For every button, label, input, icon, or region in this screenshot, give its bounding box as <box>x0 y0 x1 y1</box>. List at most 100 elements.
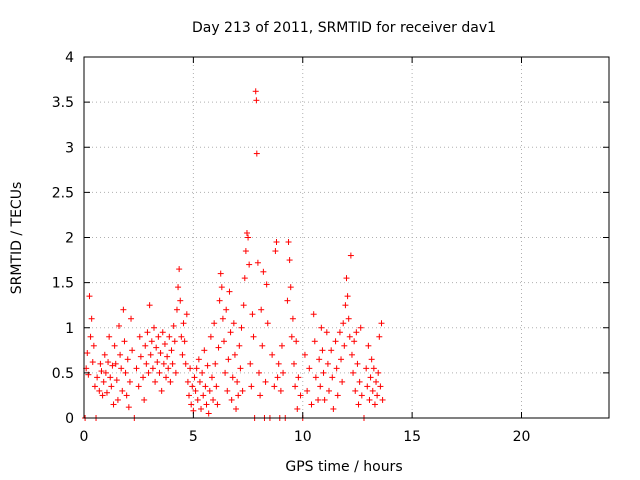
data-point <box>148 338 155 345</box>
data-point <box>333 365 340 372</box>
data-point <box>373 378 380 385</box>
data-point <box>236 342 243 349</box>
y-tick-label: 2.5 <box>52 185 74 201</box>
data-point <box>297 392 304 399</box>
data-point <box>141 396 148 403</box>
data-point <box>196 378 203 385</box>
data-point <box>239 387 246 394</box>
points-layer <box>82 88 386 421</box>
data-point <box>125 404 132 411</box>
data-point <box>247 360 254 367</box>
data-point <box>357 324 364 331</box>
data-point <box>156 369 163 376</box>
data-point <box>278 342 285 349</box>
data-point <box>160 360 167 367</box>
data-point <box>212 360 219 367</box>
data-point <box>133 365 140 372</box>
data-point <box>198 405 205 412</box>
data-point <box>234 378 241 385</box>
data-point <box>323 329 330 336</box>
data-point <box>378 320 385 327</box>
x-tick-label: 15 <box>403 429 421 445</box>
data-point <box>353 329 360 336</box>
x-tick-label: 0 <box>80 429 89 445</box>
data-point <box>339 378 346 385</box>
data-point <box>155 333 162 340</box>
data-point <box>120 306 127 313</box>
data-point <box>222 369 229 376</box>
data-point <box>254 259 261 266</box>
data-point <box>350 369 357 376</box>
data-point <box>354 360 361 367</box>
data-point <box>274 374 281 381</box>
data-point <box>176 266 183 273</box>
data-point <box>345 315 352 322</box>
y-tick-label: 1.5 <box>52 276 74 292</box>
data-point <box>301 351 308 358</box>
data-point <box>223 306 230 313</box>
data-point <box>249 311 256 318</box>
data-point <box>119 387 126 394</box>
data-point <box>315 396 322 403</box>
data-point <box>195 356 202 363</box>
data-point <box>344 293 351 300</box>
data-point <box>285 239 292 246</box>
data-point <box>326 387 332 394</box>
data-point <box>140 374 147 381</box>
data-point <box>240 302 247 309</box>
data-point <box>161 340 168 347</box>
data-point <box>113 377 120 384</box>
data-point <box>182 360 189 367</box>
data-point <box>101 351 108 358</box>
data-point <box>106 333 113 340</box>
data-point <box>152 378 159 385</box>
data-point <box>215 344 222 351</box>
data-point <box>158 387 165 394</box>
data-point <box>170 322 177 329</box>
data-point <box>142 342 149 349</box>
x-tick-label: 5 <box>189 429 198 445</box>
data-point <box>231 351 238 358</box>
data-point <box>260 268 267 275</box>
data-point <box>107 374 114 381</box>
data-point <box>273 239 280 246</box>
data-point <box>86 293 93 300</box>
data-point <box>164 353 171 360</box>
data-point <box>112 360 119 367</box>
data-point <box>257 392 264 399</box>
data-point <box>194 396 201 403</box>
data-point <box>200 392 207 399</box>
data-point <box>151 324 157 331</box>
data-point <box>206 387 213 394</box>
data-point <box>172 369 179 376</box>
data-point <box>109 362 116 369</box>
data-point <box>367 374 374 381</box>
grid-lines <box>84 57 609 418</box>
data-point <box>91 383 98 390</box>
data-point <box>269 351 276 358</box>
data-point <box>210 396 217 403</box>
data-point <box>203 401 210 408</box>
data-point <box>294 405 301 412</box>
data-point <box>230 320 237 327</box>
data-point <box>374 392 381 399</box>
data-point <box>324 360 331 367</box>
data-point <box>201 347 208 354</box>
data-point <box>289 315 296 322</box>
data-point <box>241 275 248 282</box>
data-point <box>291 360 297 367</box>
data-point <box>259 342 266 349</box>
data-point <box>252 88 259 95</box>
data-point <box>122 369 129 376</box>
y-tick-label: 2 <box>65 231 74 247</box>
data-point <box>258 306 265 313</box>
data-point <box>376 333 383 340</box>
data-point <box>316 356 323 363</box>
data-point <box>229 374 236 381</box>
data-point <box>102 369 109 376</box>
y-tick-label: 4 <box>65 50 74 66</box>
data-point <box>116 322 122 329</box>
data-point <box>208 374 215 381</box>
data-point <box>114 396 121 403</box>
